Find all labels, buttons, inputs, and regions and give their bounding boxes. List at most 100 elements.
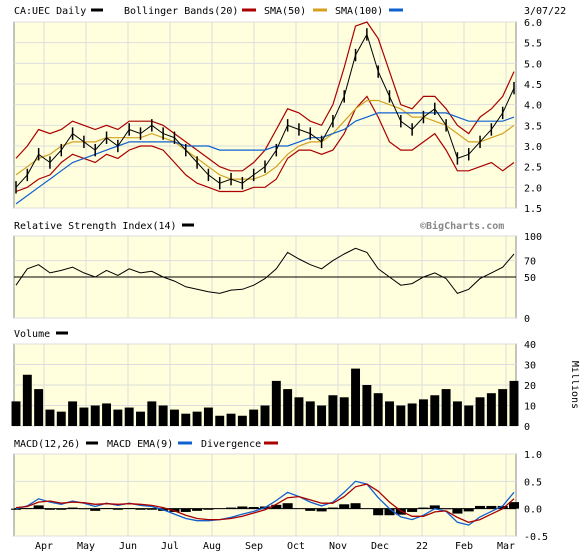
macd-plot-area — [13, 453, 517, 537]
divergence-bar — [112, 508, 123, 510]
legend-bollinger: Bollinger Bands(20) — [124, 6, 238, 17]
volume-bar — [294, 397, 304, 426]
divergence-bar — [146, 508, 157, 510]
divergence-bar — [441, 508, 452, 510]
rsi-panel: 0 50 70 100 — [13, 232, 542, 325]
volume-bar — [385, 401, 394, 426]
volume-panel: 0 10 20 30 40 — [11, 340, 536, 433]
divergence-bar — [124, 508, 135, 509]
volume-bar — [339, 397, 349, 426]
divergence-bar — [508, 502, 520, 509]
macd-line — [15, 480, 515, 526]
rsi-tick-label: 100 — [524, 232, 542, 243]
divergence-bar — [226, 507, 237, 509]
volume-bar — [203, 407, 213, 426]
volume-bar — [418, 399, 428, 426]
divergence-bar — [180, 508, 191, 512]
volume-bar — [215, 415, 225, 426]
divergence-bar — [237, 506, 248, 509]
volume-bar — [475, 397, 485, 426]
divergence-bar — [373, 508, 384, 516]
rsi-line — [15, 247, 515, 294]
divergence-bar — [350, 503, 361, 509]
volume-bar — [22, 374, 32, 426]
price-line — [15, 33, 515, 188]
x-tick-label: Feb — [455, 541, 473, 552]
bb_lower-line — [15, 95, 515, 193]
divergence-bar — [305, 508, 316, 511]
divergence-bar — [56, 508, 67, 510]
x-tick-label: Oct — [287, 541, 305, 552]
divergence-bar — [135, 508, 146, 510]
volume-bar — [486, 393, 496, 426]
volume-bar — [11, 401, 21, 426]
divergence-bar — [282, 503, 293, 509]
x-tick-label: Sep — [245, 541, 263, 552]
price-tick-label: 1.5 — [524, 204, 542, 215]
divergence-bar — [33, 505, 44, 509]
volume-bar — [136, 411, 145, 426]
sma50-line — [15, 99, 515, 180]
x-tick-label: Apr — [35, 541, 53, 552]
volume-bar — [351, 368, 361, 426]
price-tick-label: 3.5 — [524, 121, 542, 132]
rsi-tick-label: 70 — [524, 257, 536, 268]
divergence-bar — [339, 504, 350, 509]
price-tick-label: 2.0 — [524, 183, 542, 194]
vol-tick-label: 40 — [524, 340, 536, 351]
price-panel: 1.5 2.0 2.5 3.0 3.5 4.0 4.5 5.0 5.5 6.0 — [13, 18, 542, 215]
divergence-bar — [316, 508, 327, 512]
volume-bar — [283, 389, 293, 426]
volume-bar — [373, 393, 383, 426]
volume-bar — [45, 409, 55, 426]
volume-bar — [396, 405, 406, 426]
volume-bar — [147, 401, 157, 426]
volume-bar — [181, 413, 191, 426]
x-tick-label: Jul — [161, 541, 179, 552]
volume-bar — [56, 411, 66, 426]
rsi-title: Relative Strength Index(14) — [14, 221, 177, 232]
vol-tick-label: 20 — [524, 381, 536, 392]
volume-bar — [452, 401, 462, 426]
x-axis: Apr May Jun Jul Aug Sep Oct Nov Dec 22 Feb Mar — [35, 541, 515, 552]
macd-tick-label: 0.5 — [524, 477, 542, 488]
volume-bar — [441, 389, 451, 426]
divergence-bar — [418, 507, 429, 509]
volume-bar — [68, 401, 78, 426]
price-tick-label: 3.0 — [524, 142, 542, 153]
divergence-bar — [78, 508, 89, 510]
x-tick-label: Nov — [329, 541, 347, 552]
volume-bar — [226, 413, 236, 426]
x-tick-label: 22 — [416, 541, 428, 552]
divergence-bar — [44, 508, 55, 510]
divergence-bar — [90, 508, 101, 511]
price-tick-label: 5.5 — [524, 39, 542, 50]
x-tick-label: Dec — [371, 541, 389, 552]
macd-tick-label: 0.0 — [524, 505, 542, 516]
volume-bar — [362, 385, 372, 426]
price-title: CA:UEC Daily — [14, 6, 86, 17]
volume-title: Volume — [14, 329, 50, 340]
divergence-bar — [452, 508, 463, 514]
divergence-bar — [10, 508, 22, 510]
divergence-bar — [192, 508, 203, 511]
volume-bar — [260, 405, 270, 426]
divergence-bar — [101, 508, 112, 509]
divergence-bar — [384, 508, 395, 516]
rsi-tick-label: 50 — [524, 273, 536, 284]
volume-bar — [328, 395, 338, 426]
legend-divergence: Divergence — [201, 439, 261, 450]
divergence-bar — [429, 505, 440, 509]
x-tick-label: Jun — [119, 541, 137, 552]
divergence-bar — [203, 508, 214, 510]
divergence-bar — [463, 508, 474, 512]
macd_ema-line — [15, 483, 515, 523]
vol-tick-label: 30 — [524, 361, 536, 372]
sma100-line — [15, 112, 515, 205]
divergence-bar — [475, 505, 486, 509]
macd-tick-label: 1.0 — [524, 450, 542, 461]
divergence-bar — [327, 507, 338, 509]
divergence-bar — [248, 507, 259, 509]
vol-tick-label: 10 — [524, 402, 536, 413]
